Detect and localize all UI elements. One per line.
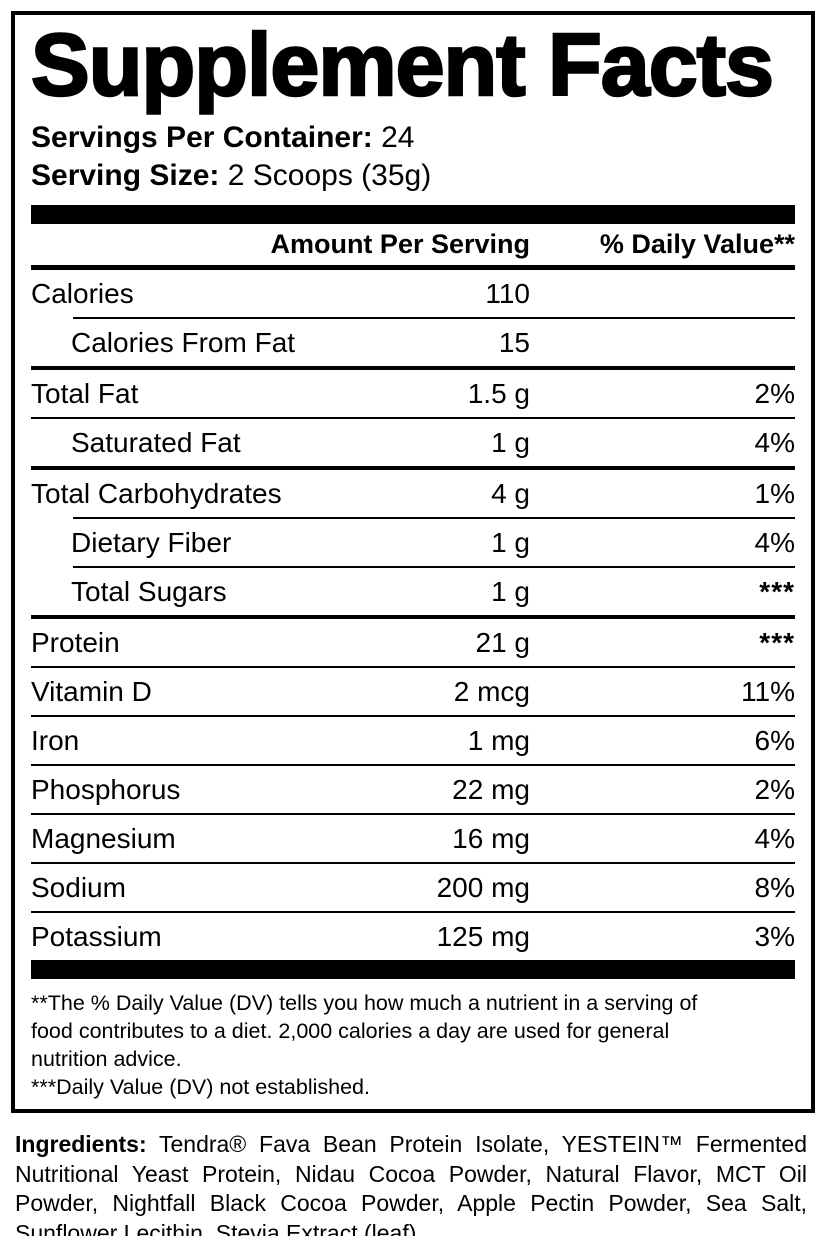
header-amount-per-serving: Amount Per Serving: [270, 229, 530, 259]
separator-bar-bottom: [31, 960, 795, 979]
nutrient-name: Saturated Fat: [71, 426, 241, 458]
servings-block: Servings Per Container: 24 Serving Size:…: [31, 119, 795, 195]
nutrient-amount: 110: [485, 277, 530, 309]
table-row: Calories 110: [31, 270, 795, 317]
table-row: Total Carbohydrates 4 g 1%: [31, 470, 795, 517]
table-row: Total Fat 1.5 g 2%: [31, 370, 795, 417]
row-divider: [31, 764, 795, 766]
row-divider: [31, 715, 795, 717]
nutrient-name: Sodium: [31, 871, 126, 903]
nutrient-daily-value: 6%: [754, 724, 795, 756]
nutrient-name: Vitamin D: [31, 675, 152, 707]
table-row: Iron 1 mg 6%: [31, 717, 795, 764]
nutrient-amount: 15: [498, 326, 530, 358]
nutrient-amount: 125 mg: [436, 920, 530, 952]
panel-title: Supplement Facts: [30, 15, 775, 114]
nutrient-name: Total Fat: [31, 377, 139, 409]
row-divider: [73, 566, 795, 568]
servings-per-container-label: Servings Per Container:: [31, 121, 373, 154]
servings-per-container-line: Servings Per Container: 24: [31, 119, 795, 157]
table-row: Sodium 200 mg 8%: [31, 864, 795, 911]
nutrient-amount: 4 g: [491, 477, 530, 509]
ingredients-paragraph: Ingredients: Tendra® Fava Bean Protein I…: [15, 1130, 807, 1236]
table-row: Magnesium 16 mg 4%: [31, 815, 795, 862]
serving-size-value: 2 Scoops (35g): [227, 159, 432, 192]
table-row: Protein 21 g ***: [31, 619, 795, 666]
nutrient-daily-value: 3%: [754, 920, 795, 952]
nutrient-daily-value: 2%: [754, 773, 795, 805]
table-row: Dietary Fiber 1 g 4%: [31, 519, 795, 566]
ingredients-text: Tendra® Fava Bean Protein Isolate, YESTE…: [15, 1131, 807, 1236]
nutrient-name: Phosphorus: [31, 773, 181, 805]
header-daily-value: % Daily Value**: [599, 229, 795, 259]
ingredients-label: Ingredients:: [15, 1131, 147, 1157]
row-divider: [31, 615, 795, 619]
nutrient-daily-value: 4%: [754, 822, 795, 854]
footnote-line: nutrition advice.: [31, 1047, 182, 1071]
separator-bar-top: [31, 205, 795, 224]
nutrient-amount: 22 mg: [452, 773, 530, 805]
table-row: Potassium 125 mg 3%: [31, 913, 795, 960]
row-divider: [73, 317, 795, 319]
row-divider: [31, 366, 795, 370]
table-row: Vitamin D 2 mcg 11%: [31, 668, 795, 715]
table-row: Total Sugars 1 g ***: [31, 568, 795, 615]
nutrient-name: Magnesium: [31, 822, 176, 854]
row-divider: [31, 666, 795, 668]
nutrient-daily-value: 1%: [754, 477, 795, 509]
nutrient-amount: 21 g: [475, 626, 531, 658]
nutrient-daily-value: ***: [759, 575, 795, 607]
nutrient-daily-value: 4%: [754, 426, 795, 458]
nutrient-amount: 1 g: [491, 526, 530, 558]
nutrient-amount: 1 mg: [467, 724, 530, 756]
nutrient-name: Potassium: [31, 920, 162, 952]
serving-size-label: Serving Size:: [31, 159, 220, 192]
row-divider: [31, 862, 795, 864]
servings-per-container-value: 24: [381, 121, 415, 154]
supplement-facts-panel: Supplement Facts Servings Per Container:…: [11, 11, 815, 1113]
nutrient-name: Protein: [31, 626, 120, 658]
nutrient-amount: 2 mcg: [453, 675, 530, 707]
table-row: Phosphorus 22 mg 2%: [31, 766, 795, 813]
nutrient-name: Calories From Fat: [71, 326, 296, 358]
nutrient-daily-value: 11%: [741, 675, 795, 707]
table-row: Saturated Fat 1 g 4%: [31, 419, 795, 466]
row-divider: [31, 417, 795, 419]
row-divider: [31, 466, 795, 470]
nutrient-daily-value: ***: [759, 626, 795, 658]
nutrient-daily-value: 8%: [754, 871, 795, 903]
nutrient-amount: 200 mg: [436, 871, 530, 903]
nutrient-name: Calories: [31, 277, 134, 309]
serving-size-line: Serving Size: 2 Scoops (35g): [31, 157, 795, 195]
nutrient-name: Total Carbohydrates: [31, 477, 282, 509]
nutrient-amount: 1.5 g: [467, 377, 530, 409]
row-divider: [31, 813, 795, 815]
row-divider: [73, 517, 795, 519]
nutrient-amount: 1 g: [491, 575, 530, 607]
footnote-line: food contributes to a diet. 2,000 calori…: [31, 1019, 670, 1043]
nutrient-amount: 1 g: [491, 426, 530, 458]
footnote-line: ***Daily Value (DV) not established.: [31, 1075, 370, 1099]
nutrient-amount: 16 mg: [452, 822, 530, 854]
row-divider: [31, 911, 795, 913]
nutrient-name: Dietary Fiber: [71, 526, 232, 558]
footnotes-block: **The % Daily Value (DV) tells you how m…: [31, 979, 795, 1109]
nutrient-daily-value: 2%: [754, 377, 795, 409]
nutrient-daily-value: 4%: [754, 526, 795, 558]
footnote-line: **The % Daily Value (DV) tells you how m…: [31, 991, 698, 1015]
nutrient-name: Total Sugars: [71, 575, 227, 607]
table-header-row: Amount Per Serving % Daily Value**: [31, 224, 795, 270]
table-row: Calories From Fat 15: [31, 319, 795, 366]
nutrient-name: Iron: [31, 724, 80, 756]
nutrient-table: Calories 110 Calories From Fat 15 Total …: [31, 270, 795, 960]
